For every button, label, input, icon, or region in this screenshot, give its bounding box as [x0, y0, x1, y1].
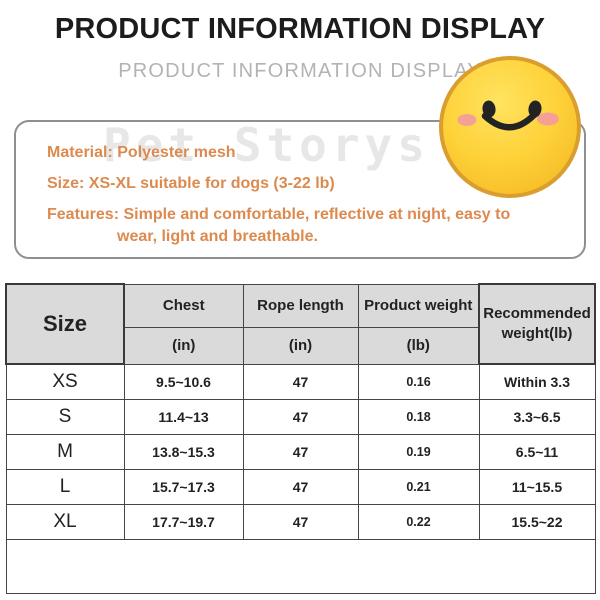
header-rope-length: Rope length: [242, 283, 359, 328]
table-row-xl: XL 17.7~19.7 47 0.22 15.5~22: [5, 503, 596, 540]
table-row-m: M 13.8~15.3 47 0.19 6.5~11: [5, 433, 596, 470]
product-info-box: Material: Polyester mesh Size: XS-XL sui…: [14, 120, 586, 259]
cell-size: L: [5, 468, 125, 505]
table-row-s: S 11.4~13 47 0.18 3.3~6.5: [5, 398, 596, 435]
header-size: Size: [5, 283, 125, 365]
header-chest-unit: (in): [123, 326, 244, 365]
cell-chest: 11.4~13: [123, 398, 244, 435]
cell-recommended: 3.3~6.5: [478, 398, 596, 435]
table-row-xs: XS 9.5~10.6 47 0.16 Within 3.3: [5, 363, 596, 400]
brand-watermark: Pet Storys: [103, 118, 430, 172]
info-line-material: Material: Polyester mesh: [47, 144, 236, 161]
cell-product-weight: 0.22: [357, 503, 480, 540]
cell-rope: 47: [242, 503, 359, 540]
cell-chest: 17.7~19.7: [123, 503, 244, 540]
header-product-weight-unit: (lb): [357, 326, 480, 365]
cell-size: S: [5, 398, 125, 435]
cell-product-weight: 0.18: [357, 398, 480, 435]
info-line-features: Features: Simple and comfortable, reflec…: [47, 206, 511, 223]
header-recommended-weight: Recommended weight(lb): [478, 283, 596, 365]
cell-product-weight: 0.21: [357, 468, 480, 505]
cell-product-weight: 0.19: [357, 433, 480, 470]
cell-chest: 15.7~17.3: [123, 468, 244, 505]
header-product-weight: Product weight: [357, 283, 480, 328]
header-rope-unit: (in): [242, 326, 359, 365]
cell-recommended: Within 3.3: [478, 363, 596, 400]
cell-size: XS: [5, 363, 125, 400]
cell-recommended: 11~15.5: [478, 468, 596, 505]
cell-rope: 47: [242, 468, 359, 505]
cell-rope: 47: [242, 398, 359, 435]
smiley-mouth: [481, 111, 538, 131]
info-line-features-wrap: wear, light and breathable.: [117, 228, 318, 245]
info-line-size: Size: XS-XL suitable for dogs (3-22 lb): [47, 175, 335, 192]
cell-recommended: 15.5~22: [478, 503, 596, 540]
cell-chest: 9.5~10.6: [123, 363, 244, 400]
cell-chest: 13.8~15.3: [123, 433, 244, 470]
table-empty-footer-row: [5, 538, 596, 594]
size-chart-table: Size Chest Rope length Product weight Re…: [5, 283, 596, 594]
empty-cell: [5, 538, 596, 594]
smiley-cheek-right: [537, 112, 559, 126]
page-title: PRODUCT INFORMATION DISPLAY: [54, 13, 546, 45]
cell-rope: 47: [242, 363, 359, 400]
cell-rope: 47: [242, 433, 359, 470]
cell-product-weight: 0.16: [357, 363, 480, 400]
table-row-l: L 15.7~17.3 47 0.21 11~15.5: [5, 468, 596, 505]
cell-size: M: [5, 433, 125, 470]
header-chest: Chest: [123, 283, 244, 328]
table-header-row-1: Size Chest Rope length Product weight Re…: [5, 283, 596, 365]
cell-size: XL: [5, 503, 125, 540]
cell-recommended: 6.5~11: [478, 433, 596, 470]
smiley-face-icon: [439, 56, 581, 198]
smiley-cheek-left: [457, 114, 477, 126]
page-subtitle: PRODUCT INFORMATION DISPLAY: [118, 60, 482, 82]
